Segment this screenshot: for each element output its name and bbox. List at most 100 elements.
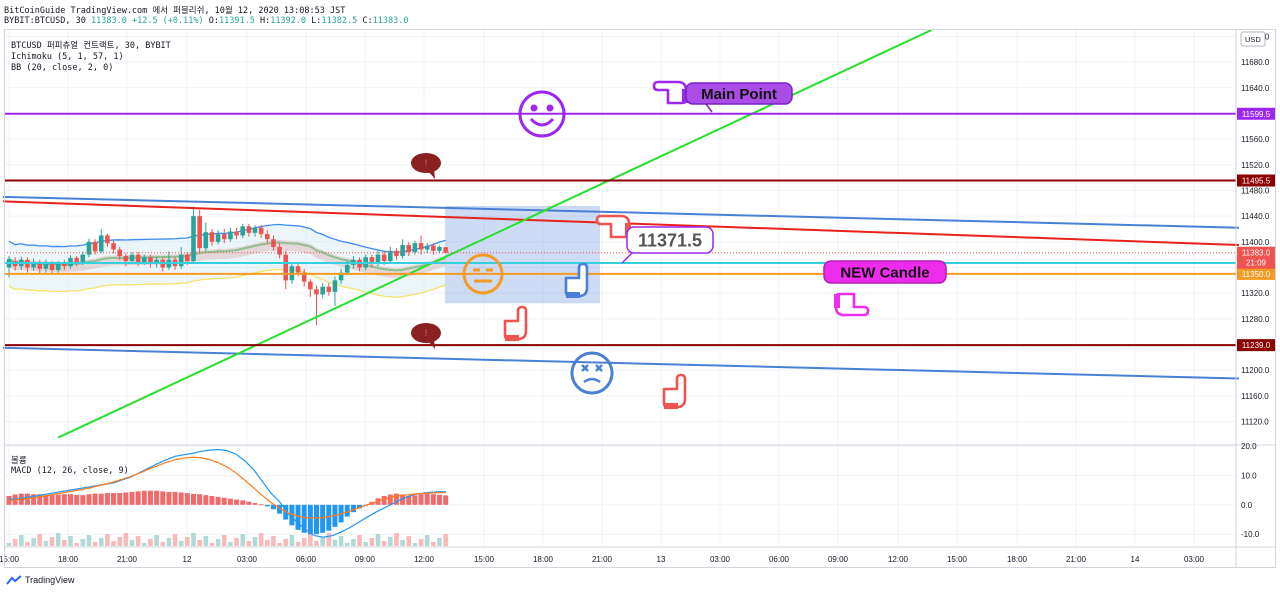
volume-legend[interactable]: 볼륨 <box>11 456 27 466</box>
candle-body <box>203 232 209 249</box>
level-price-tag <box>1237 107 1275 120</box>
candle <box>326 282 332 296</box>
signal-line <box>8 456 446 519</box>
macd-histogram-bar <box>227 498 233 505</box>
macd-histogram-bar <box>104 493 110 505</box>
candle-body <box>271 239 276 247</box>
candle <box>265 230 270 244</box>
macd-histogram-bar <box>277 504 283 514</box>
candle-body <box>49 262 55 271</box>
bb-legend[interactable]: BB (20, close, 2, 0) <box>11 63 114 73</box>
candle <box>400 239 405 259</box>
macd-histogram-bar <box>184 493 190 505</box>
macd-histogram-bar <box>443 495 449 505</box>
time-tick-label: 21:00 <box>592 555 613 564</box>
ichimoku-legend[interactable]: Ichimoku (5, 1, 57, 1) <box>11 52 124 62</box>
new-candle-label: NEW Candle <box>823 260 947 284</box>
level-price-tag-label: 11599.5 <box>1242 110 1271 119</box>
volume-bar <box>326 533 332 546</box>
macd-histogram-bar <box>264 504 270 507</box>
volume-bar <box>197 540 202 546</box>
macd-histogram-bar <box>381 496 387 505</box>
price-callout-label-box <box>626 226 714 254</box>
volume-bar <box>178 541 184 546</box>
candle-body <box>406 245 412 253</box>
volume-bar <box>332 540 338 546</box>
candle-body <box>320 286 325 295</box>
time-tick-label: 15:00 <box>0 555 20 564</box>
candle-body <box>221 234 227 240</box>
price-tick-label: 11480.0 <box>1241 186 1270 195</box>
candle-body <box>197 216 202 249</box>
candle <box>148 254 153 268</box>
macd-histogram-bar <box>307 504 313 535</box>
open-label: O: <box>208 16 219 26</box>
candle <box>209 228 215 246</box>
speech-bubble-glyph: ! <box>425 328 428 338</box>
macd-histogram-bar <box>289 504 295 526</box>
candle-body <box>117 249 122 256</box>
last-price-tag <box>1237 246 1275 269</box>
price-callout-label: 11371.5 <box>626 226 714 254</box>
macd-histogram-bar <box>301 504 307 533</box>
price-callout-pointer <box>621 252 633 264</box>
candle <box>197 209 202 253</box>
main-point-label-box <box>685 82 793 105</box>
candle-body <box>80 254 86 263</box>
chart-title: BTCUSD 퍼피츄얼 컨트랙트, 30, BYBIT <box>11 41 171 51</box>
macd-legend[interactable]: MACD (12, 26, close, 9) <box>11 466 129 476</box>
candle-body <box>424 245 430 250</box>
volume-bar <box>98 538 104 546</box>
high-value: 11392.0 <box>270 16 307 26</box>
main-point-label-text: Main Point <box>701 86 777 103</box>
candle-body <box>142 257 147 263</box>
volume-bar <box>129 540 135 546</box>
candle <box>98 228 104 254</box>
candle-body <box>418 243 424 250</box>
icons-layer: !! Main Point 11371.5 NEW Candle <box>411 80 947 409</box>
main-point-label: Main Point <box>685 82 793 105</box>
candle-body <box>246 226 252 233</box>
candle <box>424 243 430 254</box>
candle <box>277 243 282 259</box>
volume-bar <box>437 538 442 546</box>
time-tick-label: 21:00 <box>117 555 138 564</box>
macd-histogram-bar <box>344 504 350 517</box>
candle <box>338 268 344 285</box>
level-price-tag-label: 11239.0 <box>1242 341 1271 350</box>
price-tick-label: 11520.0 <box>1241 161 1270 170</box>
macd-histogram-bar <box>49 495 55 505</box>
macd-histogram-bar <box>430 494 436 505</box>
macd-histogram-bar <box>393 493 399 505</box>
macd-histogram-bar <box>246 501 252 505</box>
tradingview-logo-icon <box>6 575 22 585</box>
macd-tick-label: -10.0 <box>1241 530 1260 539</box>
tradingview-footer[interactable]: TradingView <box>6 575 75 585</box>
time-tick-label: 12:00 <box>888 555 909 564</box>
macd-histogram-bar <box>154 490 160 505</box>
candle <box>221 228 227 244</box>
candle-body <box>332 280 338 292</box>
volume-bar <box>363 542 368 546</box>
macd-histogram-bar <box>117 493 123 505</box>
volume-bar <box>191 533 196 546</box>
macd-histogram-bar <box>141 490 147 505</box>
macd-histogram-bar <box>240 500 246 505</box>
candle-body <box>412 243 418 253</box>
candle-body <box>55 263 61 271</box>
volume-bar <box>105 534 110 546</box>
candle-body <box>252 227 258 233</box>
volume-bar <box>31 538 36 546</box>
candle <box>105 233 110 247</box>
candle <box>283 250 289 290</box>
volume-bar <box>351 539 356 546</box>
volume-bar <box>424 535 430 546</box>
volume-bar <box>209 543 215 546</box>
candle <box>246 223 252 237</box>
volume-bar <box>388 537 393 546</box>
volume-bar <box>6 543 12 546</box>
hand-pointer-new-candle-icon <box>834 292 870 317</box>
macd-histogram-bar <box>92 493 98 505</box>
volume-bar <box>74 543 79 546</box>
